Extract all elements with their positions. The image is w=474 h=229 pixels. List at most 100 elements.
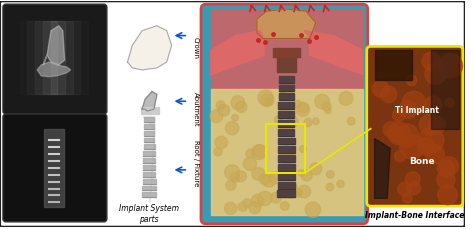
Circle shape bbox=[287, 117, 298, 127]
Circle shape bbox=[236, 102, 247, 113]
Polygon shape bbox=[211, 10, 363, 90]
Polygon shape bbox=[273, 49, 300, 58]
Circle shape bbox=[326, 183, 334, 191]
Circle shape bbox=[325, 108, 331, 114]
Polygon shape bbox=[143, 152, 155, 156]
Polygon shape bbox=[143, 179, 155, 184]
Circle shape bbox=[440, 157, 458, 176]
Circle shape bbox=[299, 146, 306, 153]
Polygon shape bbox=[279, 76, 294, 83]
Polygon shape bbox=[278, 112, 294, 118]
Circle shape bbox=[402, 92, 426, 115]
Circle shape bbox=[428, 117, 446, 134]
Circle shape bbox=[301, 170, 312, 181]
Circle shape bbox=[216, 101, 225, 110]
Circle shape bbox=[259, 174, 270, 185]
Circle shape bbox=[231, 96, 245, 110]
Polygon shape bbox=[142, 193, 156, 197]
Circle shape bbox=[418, 138, 435, 155]
Circle shape bbox=[425, 145, 445, 164]
Circle shape bbox=[226, 122, 239, 135]
Circle shape bbox=[339, 92, 353, 106]
Circle shape bbox=[315, 95, 329, 109]
Circle shape bbox=[400, 135, 424, 159]
Circle shape bbox=[215, 137, 228, 149]
Polygon shape bbox=[257, 10, 316, 39]
Circle shape bbox=[274, 116, 282, 124]
Circle shape bbox=[402, 194, 412, 203]
Circle shape bbox=[347, 118, 355, 125]
Circle shape bbox=[437, 171, 455, 189]
Polygon shape bbox=[128, 27, 172, 71]
Circle shape bbox=[312, 118, 319, 125]
Polygon shape bbox=[278, 155, 295, 162]
Polygon shape bbox=[278, 164, 295, 171]
Polygon shape bbox=[278, 120, 294, 127]
Circle shape bbox=[254, 145, 266, 158]
Circle shape bbox=[271, 193, 282, 203]
Polygon shape bbox=[144, 124, 154, 129]
FancyBboxPatch shape bbox=[0, 2, 465, 227]
Polygon shape bbox=[374, 139, 390, 199]
Circle shape bbox=[214, 148, 222, 156]
Circle shape bbox=[246, 150, 255, 158]
Circle shape bbox=[283, 139, 290, 146]
Circle shape bbox=[252, 145, 266, 160]
Polygon shape bbox=[144, 138, 155, 143]
Circle shape bbox=[284, 159, 291, 165]
Polygon shape bbox=[278, 147, 295, 154]
Circle shape bbox=[305, 202, 320, 217]
Polygon shape bbox=[304, 32, 363, 75]
Circle shape bbox=[296, 103, 310, 117]
Circle shape bbox=[438, 185, 457, 205]
Circle shape bbox=[438, 160, 454, 177]
Circle shape bbox=[399, 101, 417, 119]
Circle shape bbox=[392, 109, 405, 122]
Circle shape bbox=[243, 157, 256, 171]
FancyBboxPatch shape bbox=[3, 5, 107, 114]
Polygon shape bbox=[278, 103, 294, 110]
Circle shape bbox=[226, 180, 236, 191]
Circle shape bbox=[407, 182, 420, 195]
Polygon shape bbox=[211, 90, 363, 215]
Circle shape bbox=[281, 202, 289, 210]
Circle shape bbox=[279, 93, 287, 101]
Circle shape bbox=[225, 202, 237, 215]
Polygon shape bbox=[143, 117, 155, 202]
Circle shape bbox=[238, 202, 247, 211]
Circle shape bbox=[337, 180, 344, 188]
Circle shape bbox=[405, 172, 420, 187]
Circle shape bbox=[249, 202, 261, 214]
Circle shape bbox=[296, 189, 302, 195]
Polygon shape bbox=[277, 191, 295, 197]
Polygon shape bbox=[37, 63, 71, 77]
Circle shape bbox=[418, 128, 444, 154]
Polygon shape bbox=[143, 172, 155, 177]
Circle shape bbox=[372, 81, 389, 98]
Circle shape bbox=[258, 191, 272, 206]
Polygon shape bbox=[44, 129, 64, 207]
Circle shape bbox=[236, 171, 246, 182]
Circle shape bbox=[218, 105, 229, 117]
Circle shape bbox=[322, 103, 331, 112]
Polygon shape bbox=[143, 158, 155, 163]
Circle shape bbox=[252, 168, 265, 180]
Polygon shape bbox=[278, 182, 295, 189]
Circle shape bbox=[265, 99, 273, 106]
Circle shape bbox=[261, 94, 273, 107]
Polygon shape bbox=[142, 186, 155, 191]
Text: Implant-Bone Interface: Implant-Bone Interface bbox=[365, 210, 465, 218]
Text: Crown: Crown bbox=[193, 36, 199, 58]
Circle shape bbox=[258, 91, 273, 106]
Text: Root / Fixture: Root / Fixture bbox=[193, 139, 199, 185]
Polygon shape bbox=[279, 85, 294, 92]
Circle shape bbox=[388, 123, 410, 145]
Polygon shape bbox=[374, 51, 412, 80]
Circle shape bbox=[225, 165, 240, 180]
Polygon shape bbox=[144, 117, 154, 122]
Circle shape bbox=[425, 97, 442, 114]
Circle shape bbox=[294, 190, 301, 198]
Circle shape bbox=[445, 99, 454, 108]
Circle shape bbox=[383, 123, 398, 137]
Circle shape bbox=[269, 172, 281, 184]
